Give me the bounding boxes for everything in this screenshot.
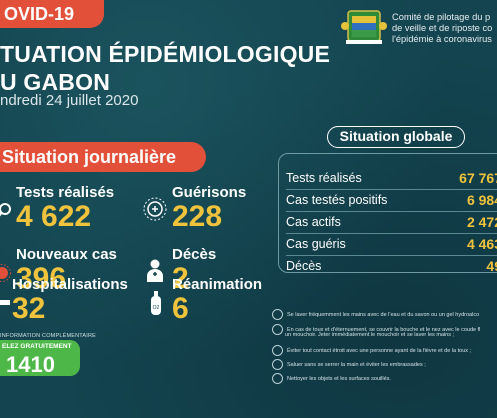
- virus-shield-icon: [143, 197, 167, 221]
- row-divider: [286, 233, 497, 234]
- hotline-free-label: ELEZ GRATUITEMENT: [2, 343, 72, 350]
- advice-item: En cas de toux et d'éternuement, se couv…: [272, 324, 480, 335]
- covid-tag: OVID-19: [0, 0, 104, 28]
- committee-line-1: Comité de pilotage du p: [392, 12, 491, 22]
- global-situation-panel: [278, 153, 497, 273]
- cleaning-icon: [272, 373, 283, 384]
- advice-item: Se laver fréquemment les mains avec de l…: [272, 309, 479, 320]
- stat-deaths-label: Décès: [172, 246, 217, 263]
- global-row-value: 67 767: [459, 170, 497, 186]
- page-title: TUATION ÉPIDÉMIOLOGIQUE U GABON: [0, 40, 330, 96]
- row-divider: [286, 211, 497, 212]
- stat-new-cases-value: 396: [16, 262, 67, 295]
- advice-item: Éviter tout contact étroit avec une pers…: [272, 345, 471, 356]
- committee-name: Comité de pilotage du p de veille et de …: [392, 12, 497, 45]
- stat-recoveries-label: Guérisons: [172, 184, 247, 201]
- hotline-box[interactable]: ELEZ GRATUITEMENT 1410: [0, 340, 80, 377]
- hand-wash-icon: [272, 309, 283, 320]
- cough-icon: [272, 324, 283, 335]
- title-line-1: TUATION ÉPIDÉMIOLOGIQUE: [0, 41, 331, 67]
- stat-deaths: Décès 2: [140, 246, 216, 294]
- global-row-active: Cas actifs 2 472: [286, 212, 497, 232]
- stat-recoveries-value: 228: [172, 200, 223, 233]
- virus-icon: [0, 264, 11, 282]
- stat-hospitalisations-value: 32: [12, 292, 46, 325]
- advice-text: Nettoyer les objets et les surfaces soui…: [287, 375, 391, 382]
- global-row-recovered: Cas guéris 4 463: [286, 234, 497, 254]
- person-icon: [147, 259, 163, 282]
- global-row-value: 6 984: [466, 192, 497, 208]
- committee-line-2: de veille et de riposte co: [392, 23, 493, 33]
- distance-icon: [272, 345, 283, 356]
- stat-new-cases: Nouveaux cas 396: [0, 246, 117, 294]
- global-row-value: 2 472: [466, 214, 497, 230]
- global-row-value: 4 463: [466, 236, 497, 252]
- global-row-label: Décès: [286, 259, 322, 273]
- global-situation-title: Situation globale: [327, 126, 465, 148]
- stat-hospitalisations-label: Hospitalisations: [12, 276, 128, 293]
- stat-icu: O2 Réanimation 6: [140, 276, 262, 324]
- global-row-label: Tests réalisés: [286, 171, 362, 185]
- advice-text: En cas de toux et d'éternuement, se couv…: [287, 326, 481, 333]
- stat-hospitalisations: Hospitalisations 32: [0, 276, 128, 324]
- advice-text: Éviter tout contact étroit avec une pers…: [287, 347, 472, 354]
- stat-tests-value: 4 622: [16, 200, 92, 233]
- advice-text: Saluer sans se serrer la main et éviter …: [287, 361, 426, 368]
- stat-recoveries: Guérisons 228: [140, 184, 246, 232]
- global-row-value: 49: [486, 258, 497, 274]
- svg-text:O2: O2: [153, 305, 160, 311]
- global-row-label: Cas actifs: [286, 215, 341, 229]
- stat-icu-label: Réanimation: [172, 276, 263, 293]
- advice-text: Se laver fréquemment les mains avec de l…: [287, 311, 480, 318]
- advice-text: un mouchoir. Jeter immédiatement le mouc…: [285, 332, 455, 338]
- daily-situation-banner: Situation journalière: [0, 142, 206, 172]
- report-date: ndredi 24 juillet 2020: [0, 92, 139, 109]
- magnifier-icon: [0, 203, 11, 217]
- stat-new-cases-label: Nouveaux cas: [16, 246, 117, 263]
- no-handshake-icon: [272, 359, 283, 370]
- row-divider: [286, 189, 497, 190]
- advice-item: Saluer sans se serrer la main et éviter …: [272, 359, 426, 370]
- committee-line-3: l'épidémie à coronavirus: [392, 34, 492, 44]
- stat-tests-label: Tests réalisés: [16, 184, 115, 201]
- global-row-deaths: Décès 49: [286, 256, 497, 276]
- bed-icon: [0, 300, 10, 305]
- advice-item: Nettoyer les objets et les surfaces soui…: [272, 373, 391, 384]
- global-row-label: Cas testés positifs: [286, 193, 388, 207]
- global-row-label: Cas guéris: [286, 237, 346, 251]
- stat-deaths-value: 2: [172, 262, 189, 295]
- title-line-2: U GABON: [0, 69, 111, 95]
- coat-of-arms-logo: [340, 8, 388, 46]
- global-row-positive: Cas testés positifs 6 984: [286, 190, 497, 210]
- advice-item-continued: un mouchoir. Jeter immédiatement le mouc…: [285, 332, 454, 338]
- hotline-number[interactable]: 1410: [6, 352, 55, 377]
- info-complementary: INFORMATION COMPLÉMENTAIRE: [0, 333, 97, 339]
- row-divider: [286, 255, 497, 256]
- oxygen-tank-icon: O2: [151, 291, 161, 315]
- global-row-tests: Tests réalisés 67 767: [286, 168, 497, 188]
- stat-tests: Tests réalisés 4 622: [0, 184, 114, 232]
- stat-icu-value: 6: [172, 292, 189, 325]
